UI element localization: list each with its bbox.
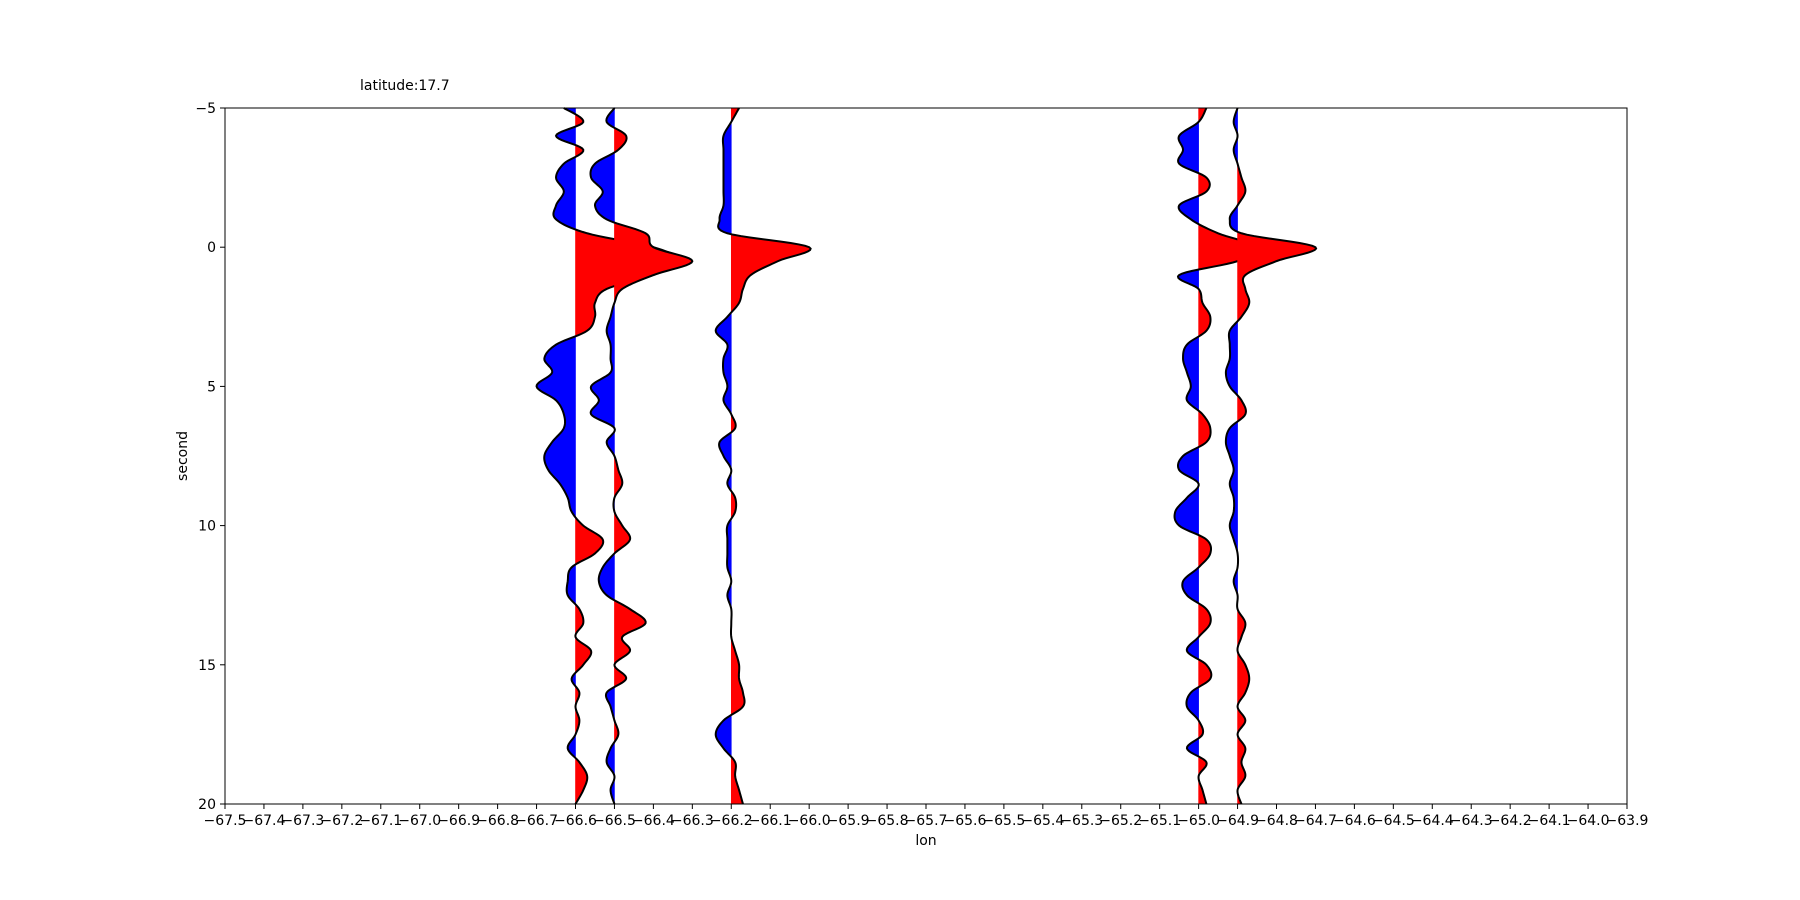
trace-wiggle-line <box>1173 107 1259 805</box>
x-tick-label: −65.7 <box>905 813 948 829</box>
trace-wiggle-line <box>589 107 694 805</box>
x-tick-label: −66.5 <box>593 813 636 829</box>
x-tick-label: −64.2 <box>1489 813 1532 829</box>
trace <box>1173 107 1259 805</box>
chart-title: latitude:17.7 <box>360 78 450 94</box>
x-tick-label: −67.0 <box>398 813 441 829</box>
x-tick-label: −64.9 <box>1216 813 1259 829</box>
x-tick-label: −64.6 <box>1333 813 1376 829</box>
x-tick-label: −64.4 <box>1411 813 1454 829</box>
y-tick-label: 10 <box>198 519 216 535</box>
x-tick-label: −66.4 <box>632 813 675 829</box>
x-tick-label: −66.6 <box>554 813 597 829</box>
trace <box>589 107 694 805</box>
x-tick-label: −63.9 <box>1606 813 1649 829</box>
x-tick-label: −65.6 <box>943 813 986 829</box>
x-tick-label: −67.3 <box>281 813 324 829</box>
x-tick-label: −64.5 <box>1372 813 1415 829</box>
x-tick-label: −65.2 <box>1099 813 1142 829</box>
y-axis-ticks: −5 0 5 10 15 20 <box>195 101 225 813</box>
x-tick-label: −64.8 <box>1255 813 1298 829</box>
y-tick-label: 5 <box>207 379 216 395</box>
x-tick-label: −66.0 <box>788 813 831 829</box>
x-tick-label: −67.4 <box>242 813 285 829</box>
x-tick-label: −66.2 <box>710 813 753 829</box>
x-tick-label: −65.3 <box>1060 813 1103 829</box>
x-tick-label: −65.8 <box>866 813 909 829</box>
x-tick-label: −65.4 <box>1021 813 1064 829</box>
x-tick-label: −67.2 <box>320 813 363 829</box>
x-tick-label: −64.3 <box>1450 813 1493 829</box>
x-tick-label: −65.1 <box>1138 813 1181 829</box>
trace <box>1224 107 1318 805</box>
x-tick-label: −66.1 <box>749 813 792 829</box>
trace-wiggle-line <box>535 107 682 805</box>
x-axis-label: lon <box>915 833 936 849</box>
x-tick-label: −65.9 <box>827 813 870 829</box>
trace <box>535 107 682 806</box>
x-tick-label: −66.8 <box>476 813 519 829</box>
x-axis-ticks: −67.5−67.4−67.3−67.2−67.1−67.0−66.9−66.8… <box>204 804 1649 829</box>
y-tick-label: 15 <box>198 658 216 674</box>
y-tick-label: 0 <box>207 240 216 256</box>
trace-wiggle-line <box>714 107 812 805</box>
x-tick-label: −66.9 <box>437 813 480 829</box>
x-tick-label: −67.5 <box>204 813 247 829</box>
trace <box>714 107 812 805</box>
x-tick-label: −65.5 <box>982 813 1025 829</box>
x-tick-label: −67.1 <box>359 813 402 829</box>
x-tick-label: −65.0 <box>1177 813 1220 829</box>
x-tick-label: −64.1 <box>1528 813 1571 829</box>
x-tick-label: −64.7 <box>1294 813 1337 829</box>
y-tick-label: −5 <box>195 101 216 117</box>
y-axis-label: second <box>175 431 191 481</box>
y-tick-label: 20 <box>198 797 216 813</box>
x-tick-label: −66.7 <box>515 813 558 829</box>
x-tick-label: −66.3 <box>671 813 714 829</box>
traces-layer <box>535 107 1318 806</box>
trace-wiggle-line <box>1224 107 1318 805</box>
x-tick-label: −64.0 <box>1567 813 1610 829</box>
